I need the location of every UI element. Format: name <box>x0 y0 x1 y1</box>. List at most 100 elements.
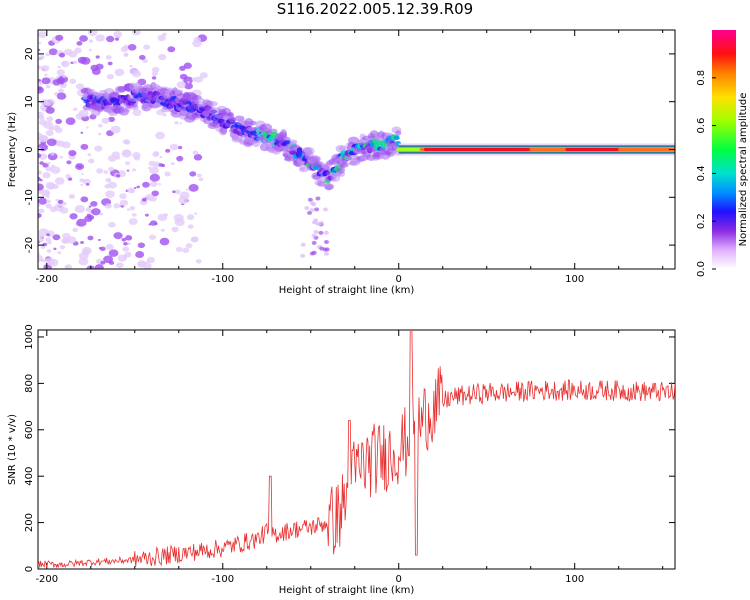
noise-blob <box>38 48 41 52</box>
tail-blob <box>313 218 319 223</box>
noise-blob <box>80 143 89 150</box>
noise-blob <box>98 238 101 241</box>
noise-blob <box>108 249 119 257</box>
noise-blob <box>107 181 117 189</box>
ridge-halo <box>196 97 205 104</box>
noise-blob <box>72 227 79 233</box>
colorbar-tick-label: 0.4 <box>696 165 707 181</box>
noise-blob <box>73 107 78 111</box>
noise-blob <box>54 177 65 185</box>
noise-blob <box>38 237 44 243</box>
noise-blob <box>38 56 43 61</box>
noise-blob <box>148 223 152 226</box>
ridge-halo <box>289 139 298 145</box>
noise-blob <box>38 183 44 191</box>
spec-ytick-label: 20 <box>24 48 35 61</box>
noise-blob <box>110 125 121 134</box>
noise-blob <box>46 240 52 245</box>
snr-line-group <box>38 330 675 569</box>
spec-ytick-label: 0 <box>24 146 35 152</box>
noise-blob <box>57 251 62 255</box>
noise-blob <box>121 237 127 242</box>
noise-blob <box>66 236 77 244</box>
noise-blob <box>108 166 115 172</box>
noise-blob <box>176 81 186 89</box>
spec-xtick-label: 0 <box>396 274 402 285</box>
noise-blob <box>135 251 145 259</box>
noise-blob <box>61 141 71 149</box>
noise-blob <box>119 199 129 207</box>
noise-blob <box>56 92 67 100</box>
noise-blob <box>46 138 57 147</box>
tail-blob <box>318 230 324 235</box>
noise-blob <box>113 203 121 209</box>
noise-blob <box>105 190 115 199</box>
noise-blob <box>48 48 58 56</box>
noise-blob <box>151 76 157 80</box>
ridge-halo <box>90 110 101 117</box>
noise-blob <box>158 163 164 167</box>
noise-blob <box>133 186 137 189</box>
noise-blob <box>45 237 52 243</box>
noise-blob <box>62 74 67 78</box>
noise-blob <box>132 70 142 78</box>
noise-blob <box>40 245 45 249</box>
noise-blob <box>190 236 199 243</box>
spec-xtick-label: 100 <box>565 274 584 285</box>
noise-blob <box>38 78 41 82</box>
noise-blob <box>69 213 78 220</box>
noise-blob <box>94 264 104 269</box>
snr-xlabel: Height of straight line (km) <box>279 585 415 596</box>
noise-blob <box>174 121 179 125</box>
noise-blob <box>68 150 77 157</box>
noise-blob <box>41 77 51 85</box>
noise-blob <box>60 81 64 85</box>
noise-blob <box>86 126 89 129</box>
noise-blob <box>107 154 117 162</box>
noise-blob <box>74 205 85 214</box>
noise-blob <box>55 34 64 41</box>
noise-blob <box>38 153 42 159</box>
noise-blob <box>38 208 45 214</box>
noise-blob <box>81 172 84 175</box>
ridge-halo <box>323 183 334 190</box>
noise-blob <box>191 77 198 82</box>
noise-blob <box>96 168 104 174</box>
noise-blob <box>142 181 150 188</box>
noise-blob <box>179 122 183 125</box>
noise-blob <box>61 60 70 68</box>
ridge-halo <box>309 155 321 163</box>
noise-blob <box>149 173 160 182</box>
noise-blob <box>129 206 136 211</box>
noise-blob <box>195 259 202 264</box>
noise-blob <box>85 183 90 186</box>
noise-blob <box>46 249 52 253</box>
noise-blob <box>38 202 41 207</box>
noise-blob <box>70 61 74 65</box>
noise-blob <box>78 165 82 169</box>
noise-blob <box>115 155 121 160</box>
noise-blob <box>167 46 176 53</box>
noise-blob <box>182 247 190 254</box>
noise-blob <box>114 68 125 77</box>
noise-blob <box>47 183 56 190</box>
tail-blob <box>322 247 328 252</box>
snr-xtick-label: 100 <box>565 574 584 585</box>
noise-blob <box>88 215 95 220</box>
noise-blob <box>55 198 59 202</box>
ridge-halo <box>317 179 327 185</box>
noise-blob <box>175 246 183 253</box>
noise-blob <box>174 189 181 195</box>
noise-blob <box>115 174 121 178</box>
snr-ylabel: SNR (10 * v/v) <box>7 414 18 485</box>
noise-blob <box>39 161 45 165</box>
spec-xtick-label: -100 <box>211 274 234 285</box>
noise-blob <box>94 145 103 152</box>
noise-blob <box>97 123 103 128</box>
noise-blob <box>106 35 115 43</box>
noise-blob <box>105 243 114 251</box>
noise-blob <box>138 54 146 60</box>
colorbar-tick-label: 0.2 <box>696 213 707 229</box>
